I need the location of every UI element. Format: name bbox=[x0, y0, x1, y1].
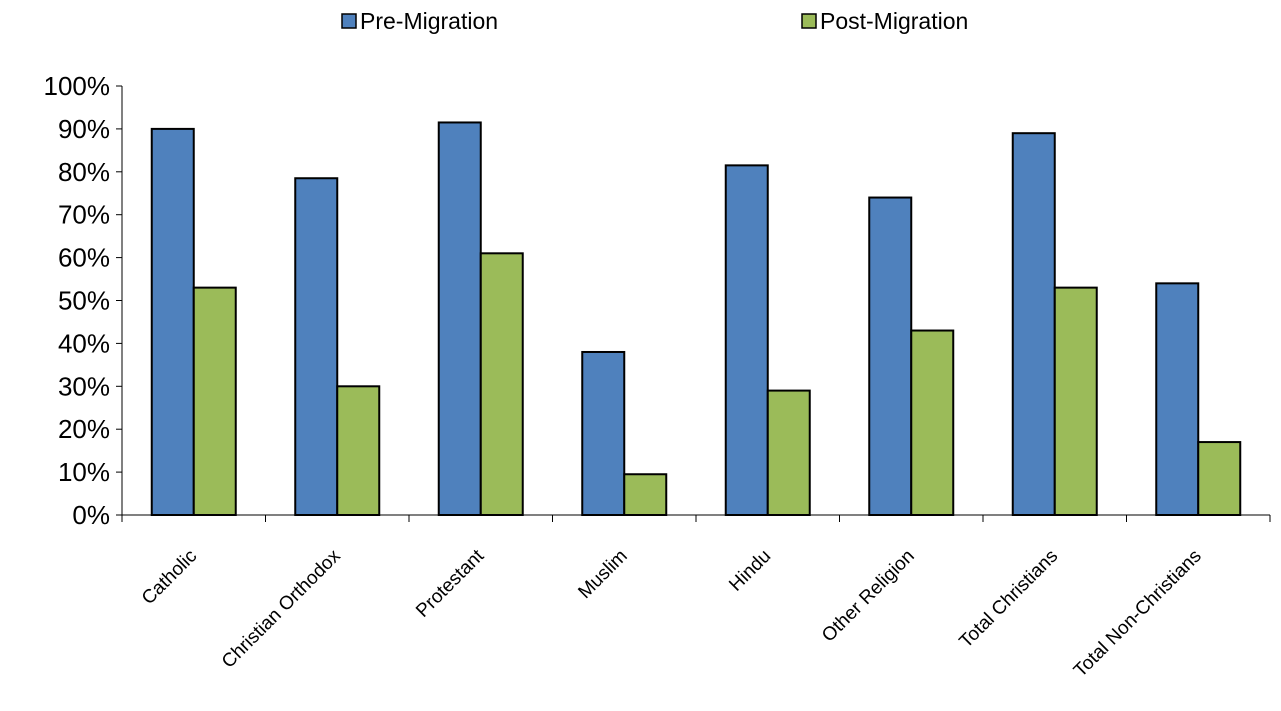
x-category-label: Catholic bbox=[138, 546, 201, 609]
post-migration-bar bbox=[911, 331, 953, 515]
y-axis: 0% 10% 20% 30% 40% 50% 60% 70% 80% 90% 100% bbox=[44, 71, 123, 530]
y-tick-label: 60% bbox=[58, 243, 110, 273]
pre-migration-bar bbox=[582, 352, 624, 515]
y-tick-label: 40% bbox=[58, 328, 110, 358]
y-tick-label: 20% bbox=[58, 414, 110, 444]
pre-migration-bar bbox=[726, 165, 768, 515]
bar-group-total-non-christians bbox=[1156, 283, 1240, 515]
legend-label: Post-Migration bbox=[820, 8, 968, 34]
pre-migration-bar bbox=[439, 122, 481, 515]
x-category-label: Total Christians bbox=[956, 546, 1063, 653]
post-migration-bar bbox=[194, 288, 236, 515]
bar-group-muslim bbox=[582, 352, 666, 515]
x-category-label: Christian Orthodox bbox=[218, 545, 345, 672]
y-tick-label: 0% bbox=[72, 500, 110, 530]
post-migration-bar bbox=[768, 391, 810, 515]
pre-migration-bar bbox=[152, 129, 194, 515]
legend: Pre-Migration Post-Migration bbox=[342, 8, 968, 34]
post-migration-bar bbox=[481, 253, 523, 515]
post-migration-bar bbox=[1055, 288, 1097, 515]
post-migration-bar bbox=[337, 386, 379, 515]
x-axis: Catholic Christian Orthodox Protestant Musl… bbox=[122, 515, 1270, 682]
y-tick-label: 90% bbox=[58, 114, 110, 144]
pre-migration-bar bbox=[869, 198, 911, 515]
x-category-label: Muslim bbox=[574, 546, 631, 603]
bar-group-protestant bbox=[439, 122, 523, 515]
bar-group-other-religion bbox=[869, 198, 953, 515]
y-tick-label: 100% bbox=[44, 71, 111, 101]
bar-group-total-christians bbox=[1013, 133, 1097, 515]
bar-group-hindu bbox=[726, 165, 810, 515]
post-migration-bar bbox=[1198, 442, 1240, 515]
y-tick-label: 10% bbox=[58, 457, 110, 487]
y-tick-label: 50% bbox=[58, 286, 110, 316]
pre-migration-bar bbox=[1156, 283, 1198, 515]
x-category-label: Protestant bbox=[412, 545, 489, 622]
y-tick-label: 70% bbox=[58, 200, 110, 230]
pre-migration-bar bbox=[1013, 133, 1055, 515]
bar-group-catholic bbox=[152, 129, 236, 515]
legend-label: Pre-Migration bbox=[360, 8, 498, 34]
legend-swatch bbox=[802, 14, 816, 28]
x-category-label: Other Religion bbox=[818, 546, 919, 647]
post-migration-bar bbox=[624, 474, 666, 515]
y-tick-label: 30% bbox=[58, 371, 110, 401]
legend-item-post-migration: Post-Migration bbox=[802, 8, 968, 34]
legend-item-pre-migration: Pre-Migration bbox=[342, 8, 498, 34]
x-category-label: Total Non-Christians bbox=[1070, 546, 1206, 682]
pre-migration-bar bbox=[295, 178, 337, 515]
legend-swatch bbox=[342, 14, 356, 28]
y-tick-label: 80% bbox=[58, 157, 110, 187]
bar-group-christian-orthodox bbox=[295, 178, 379, 515]
bars bbox=[152, 122, 1241, 515]
x-category-label: Hindu bbox=[725, 546, 775, 596]
